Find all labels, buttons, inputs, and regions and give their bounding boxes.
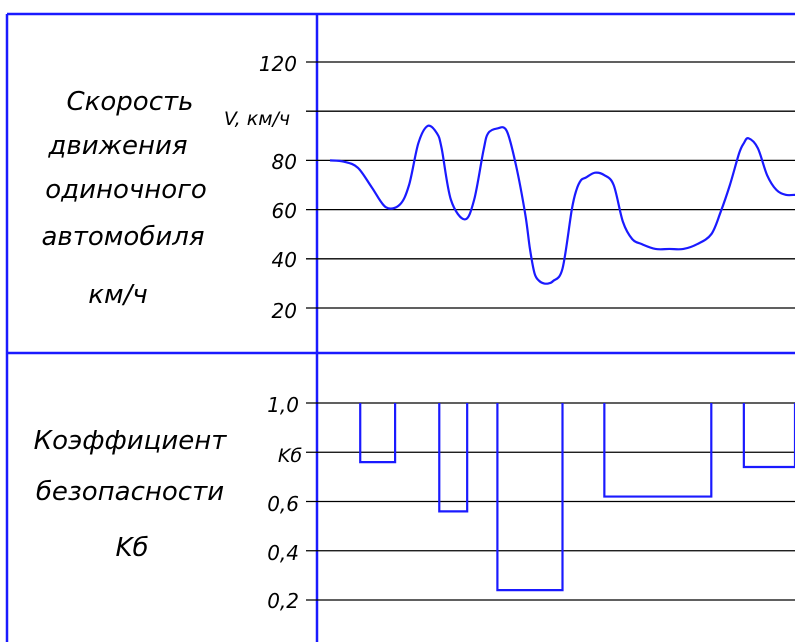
speed-title-line-5: км/ч [88, 280, 147, 310]
speed-tick-label: 80 [272, 150, 297, 174]
safety-tick-label: 0,4 [267, 541, 299, 565]
chart-frame [5, 12, 795, 642]
safety-interval-bar [496, 403, 564, 592]
speed-tick-label: 20 [272, 299, 297, 323]
speed-tick-label: 120 [259, 52, 297, 76]
safety-axis-label: Kб [278, 445, 302, 467]
speed-axis-label: V, км/ч [224, 108, 290, 130]
safety-title-line-2: безопасности [36, 477, 224, 507]
speed-tick-label: 60 [272, 199, 297, 223]
safety-interval-bar [742, 403, 795, 469]
safety-title-line-3: Kб [115, 533, 148, 563]
safety-tick-label: 0,2 [267, 589, 299, 613]
safety-interval-bar [359, 403, 397, 464]
safety-interval-bar [438, 403, 469, 513]
speed-title-line-3: одиночного [45, 175, 207, 205]
speed-title-line-1: Скорость [67, 87, 194, 117]
speed-panel-title: Скорость движения одиночного автомобиля … [41, 87, 206, 310]
speed-series-line [329, 124, 795, 285]
safety-axis-ticks: 1,0 0,6 0,4 0,2 [267, 393, 299, 613]
safety-tick-label: 0,6 [267, 492, 299, 516]
safety-panel-title: Коэффициент безопасности Kб [34, 426, 228, 563]
safety-title-line-1: Коэффициент [34, 426, 228, 456]
safety-grid [306, 402, 795, 601]
speed-title-line-4: автомобиля [41, 222, 204, 252]
speed-grid [306, 61, 795, 309]
speed-title-line-2: движения [47, 131, 187, 161]
speed-axis-ticks: 120 80 60 40 20 [259, 52, 297, 323]
safety-tick-label: 1,0 [267, 393, 299, 417]
speed-series [329, 124, 795, 285]
speed-tick-label: 40 [272, 248, 297, 272]
safety-intervals [359, 403, 795, 592]
safety-interval-bar [603, 403, 713, 498]
